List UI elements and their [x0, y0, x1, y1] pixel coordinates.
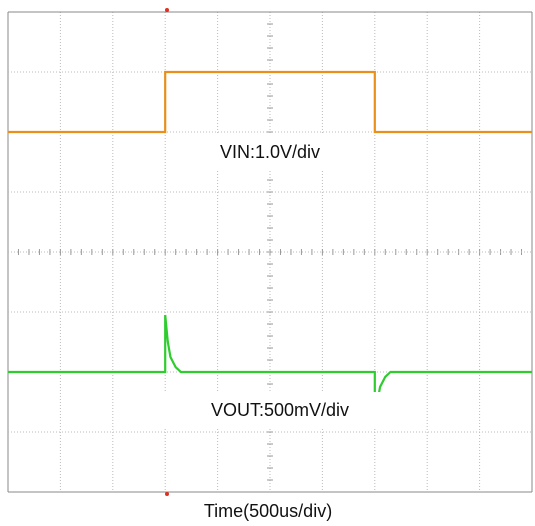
trigger-marker — [165, 492, 169, 496]
traces — [8, 70, 532, 428]
trace — [8, 314, 532, 428]
annotation: VIN:1.0V/div — [220, 142, 320, 162]
label-background — [192, 134, 348, 170]
annotation: VOUT:500mV/div — [211, 400, 349, 420]
trace — [8, 70, 532, 134]
trigger-marker — [165, 8, 169, 12]
label-background — [158, 392, 402, 428]
x-axis-label: Time(500us/div) — [204, 501, 332, 521]
